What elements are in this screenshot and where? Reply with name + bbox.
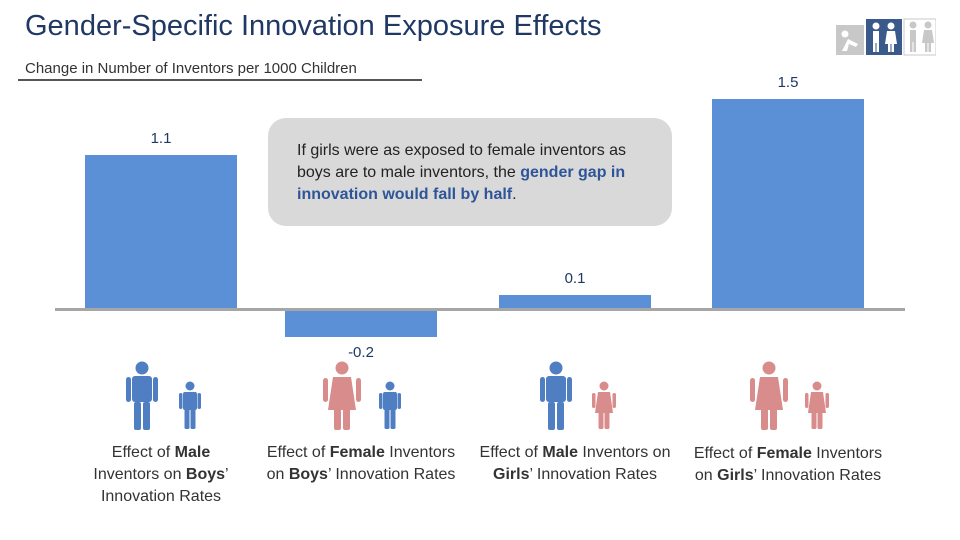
caption-text: ’ Innovation Rates: [753, 467, 882, 484]
caption-text: Inventors on: [93, 466, 186, 483]
family-logo-icon: [836, 18, 936, 56]
caption-text: Inventors on: [577, 444, 671, 461]
girl-icon: [805, 381, 829, 429]
caption-bold-target: Girls: [493, 466, 530, 483]
caption-text: Inventors on: [266, 444, 456, 483]
caption-bold-target: Boys: [185, 466, 226, 483]
caption-text: Effect of: [266, 444, 330, 461]
bar: [499, 295, 651, 309]
zero-axis-line: [55, 308, 905, 311]
caption-text: ’ Innovation Rates: [529, 466, 657, 483]
caption-bold-gender: Male: [542, 444, 578, 461]
bar: [85, 155, 237, 309]
caption-text: Effect of: [693, 445, 757, 462]
caption-bold-gender: Female: [756, 445, 812, 462]
caption-bold-target: Boys: [288, 466, 328, 483]
category-caption: Effect of Female Inventors on Boys’ Inno…: [256, 442, 466, 486]
bar: [285, 309, 437, 337]
page-title: Gender-Specific Innovation Exposure Effe…: [25, 10, 602, 42]
category-caption: Effect of Female Inventors on Girls’ Inn…: [683, 443, 893, 487]
caption-text: Effect of: [111, 444, 175, 461]
boy-icon: [379, 381, 401, 429]
subtitle-underline: [18, 79, 422, 81]
callout-text: If girls were as exposed to female inven…: [297, 142, 627, 181]
bar-value-label: 1.1: [151, 130, 172, 147]
category-caption: Effect of Male Inventors on Girls’ Innov…: [470, 442, 680, 486]
man-icon: [126, 361, 158, 430]
woman-icon: [323, 361, 361, 430]
boy-icon: [179, 381, 201, 429]
caption-bold-gender: Male: [174, 444, 211, 461]
callout-text-end: .: [512, 186, 517, 203]
caption-text: Effect of: [479, 444, 543, 461]
caption-bold-target: Girls: [717, 467, 754, 484]
caption-bold-gender: Female: [329, 444, 385, 461]
callout-box: If girls were as exposed to female inven…: [268, 118, 672, 226]
category-caption: Effect of Male Inventors on Boys’ Innova…: [81, 442, 241, 508]
woman-icon: [750, 361, 788, 430]
man-icon: [540, 361, 572, 430]
bar: [712, 99, 864, 309]
chart-subtitle: Change in Number of Inventors per 1000 C…: [25, 60, 357, 77]
caption-text: Inventors on: [694, 445, 883, 484]
callout-highlight: gender gap in innovation would fall by h…: [297, 164, 626, 203]
bar-value-label: 1.5: [778, 74, 799, 91]
girl-icon: [592, 381, 616, 429]
bar-value-label: -0.2: [348, 344, 374, 361]
caption-text: ’ Innovation Rates: [100, 466, 229, 505]
bar-value-label: 0.1: [565, 270, 586, 287]
caption-text: ’ Innovation Rates: [327, 466, 456, 483]
